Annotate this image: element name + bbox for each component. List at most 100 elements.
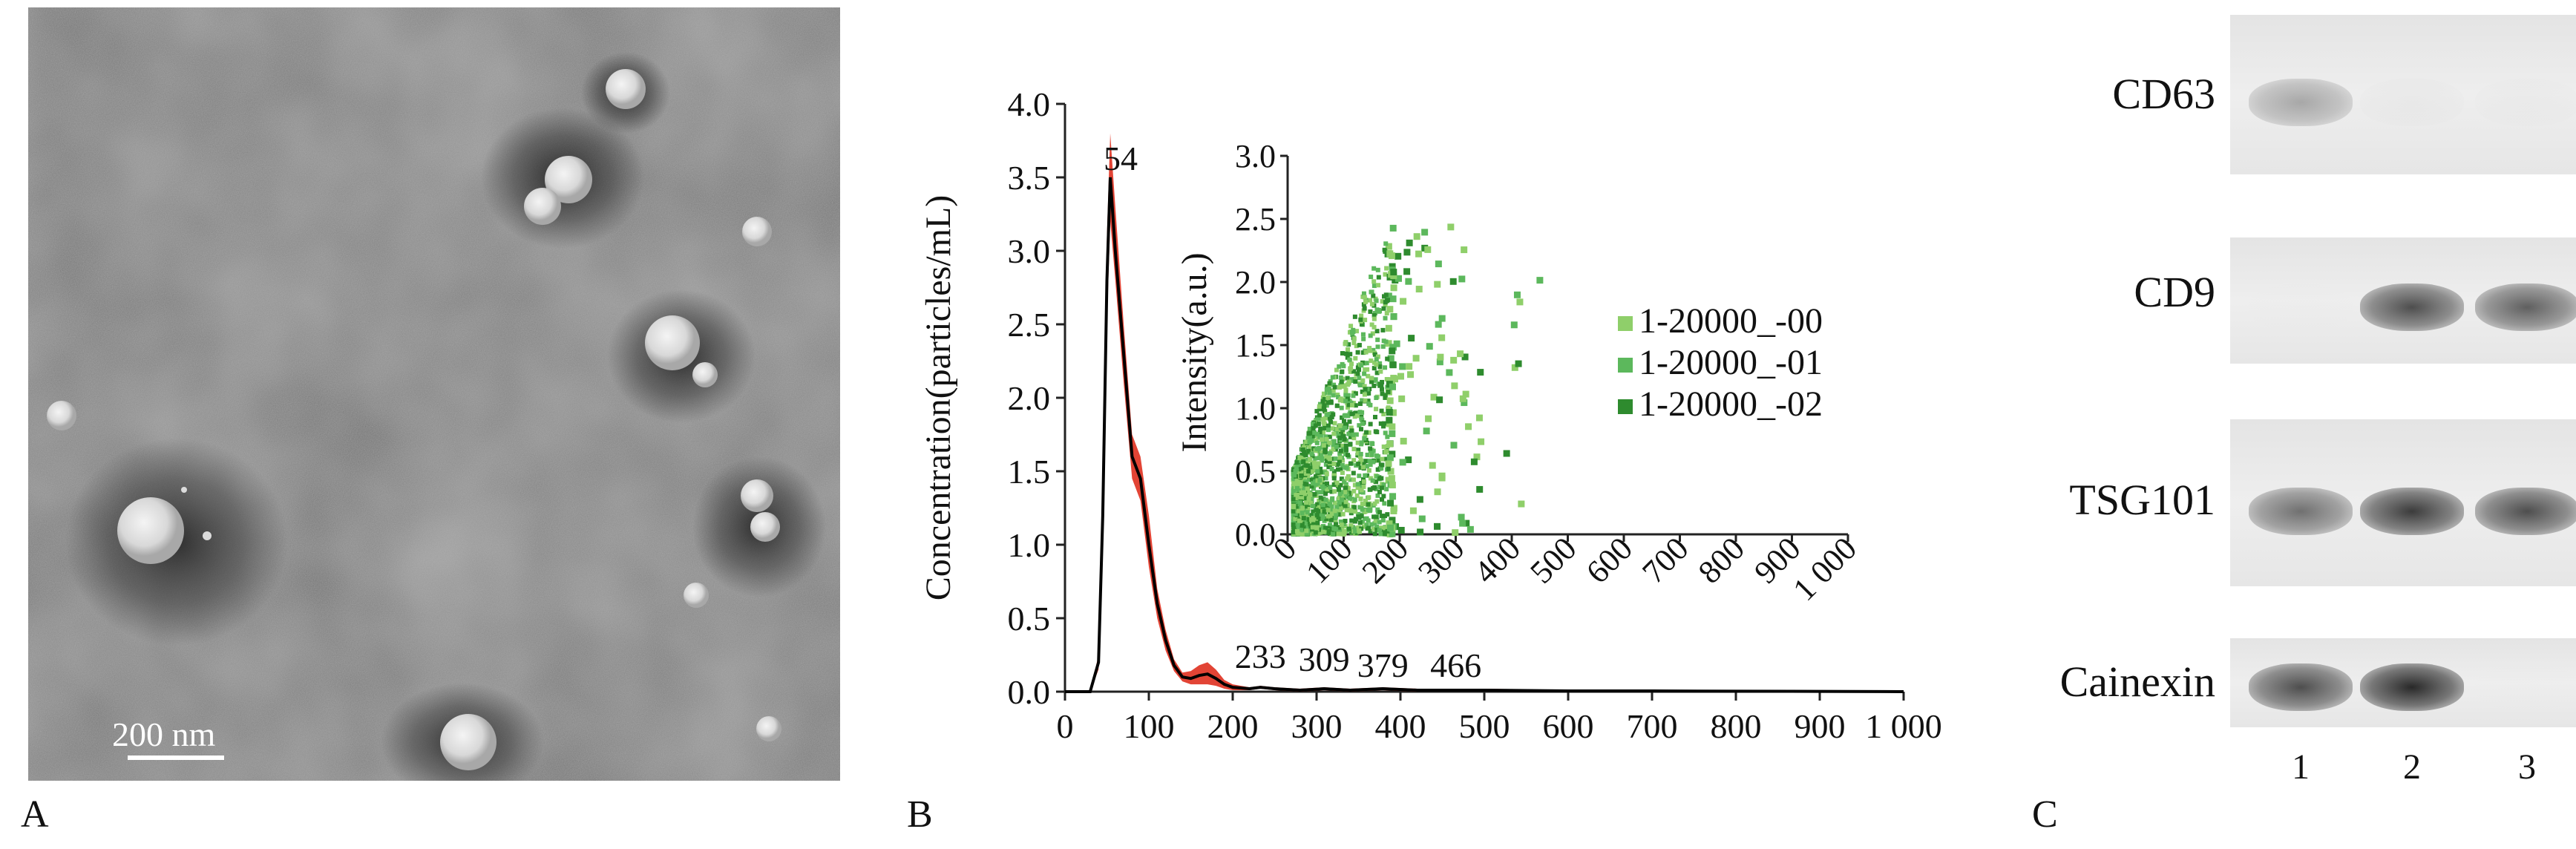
scatter-point: [1417, 528, 1424, 536]
scatter-point: [1351, 477, 1356, 482]
scatter-point: [1330, 426, 1335, 431]
scatter-point: [1390, 312, 1397, 320]
scatter-point: [1338, 429, 1343, 434]
scatter-point: [1403, 249, 1411, 256]
tem-micrograph: 200 nm: [28, 7, 840, 802]
scale-bar-label: 200 nm: [112, 715, 216, 753]
scatter-point: [1319, 490, 1324, 495]
scatter-point: [1300, 453, 1305, 458]
blot-band: [2360, 79, 2464, 127]
scatter-point: [1351, 376, 1357, 381]
scatter-point: [1318, 470, 1323, 475]
scatter-point: [1306, 448, 1311, 453]
scatter-point: [1346, 453, 1351, 458]
blot-strip-cd63: [2230, 15, 2576, 174]
scatter-point: [1303, 467, 1308, 472]
scatter-point: [1438, 472, 1446, 479]
y-tick-label: 0.5: [1008, 600, 1051, 637]
scatter-point: [1452, 529, 1459, 537]
scatter-point: [1459, 395, 1466, 402]
scatter-point: [1371, 514, 1377, 519]
scatter-point: [1337, 435, 1343, 440]
scatter-point: [1389, 517, 1396, 524]
scatter-point: [1371, 324, 1377, 330]
scatter-point: [1394, 252, 1402, 260]
scatter-point: [1341, 399, 1346, 404]
scatter-point: [1328, 411, 1333, 416]
scatter-point: [1437, 353, 1444, 361]
scatter-point: [1403, 268, 1411, 275]
blot-strip-tsg101: [2230, 419, 2576, 586]
scatter-point: [1311, 438, 1317, 443]
scatter-point: [1383, 456, 1388, 462]
scatter-point: [1362, 306, 1367, 311]
scatter-point: [1397, 526, 1405, 534]
scatter-point: [1331, 442, 1336, 448]
scatter-point: [1301, 478, 1306, 483]
scatter-point: [1302, 450, 1307, 455]
legend-swatch: [1618, 358, 1633, 373]
scatter-point: [1334, 429, 1339, 434]
scatter-point: [1342, 529, 1347, 534]
scatter-point: [1323, 425, 1328, 430]
scatter-point: [1383, 302, 1388, 307]
scatter-point: [1346, 431, 1351, 436]
scatter-point: [1381, 494, 1386, 499]
scatter-point: [1332, 421, 1337, 426]
scatter-point: [1385, 460, 1392, 468]
scatter-point: [1359, 313, 1364, 318]
scatter-point: [1363, 398, 1368, 403]
scatter-point: [1426, 343, 1433, 350]
scatter-point: [1297, 518, 1302, 523]
scatter-point: [1343, 524, 1348, 529]
scatter-point: [1368, 528, 1373, 534]
scatter-point: [1366, 430, 1371, 435]
scatter-point: [1308, 500, 1314, 505]
scatter-point: [1323, 416, 1328, 421]
scatter-point: [1331, 388, 1336, 393]
scatter-point: [1389, 430, 1396, 437]
scatter-point: [1351, 432, 1356, 437]
scatter-point: [1358, 496, 1363, 502]
scatter-point: [1377, 528, 1382, 533]
scatter-point: [1324, 436, 1329, 442]
scatter-point: [1331, 482, 1337, 487]
scatter-point: [1353, 528, 1358, 534]
scatter-point: [1324, 454, 1329, 459]
scatter-point: [1386, 416, 1393, 424]
scatter-point: [1477, 369, 1484, 376]
inset-y-tick-label: 2.5: [1235, 201, 1276, 237]
y-tick-label: 0.0: [1008, 673, 1051, 711]
scatter-point: [1510, 321, 1518, 329]
scatter-point: [1325, 427, 1331, 433]
scatter-point: [1377, 489, 1382, 494]
scatter-point: [1299, 528, 1304, 533]
scatter-point: [1374, 479, 1379, 485]
scatter-point: [1362, 509, 1367, 514]
scatter-point: [1365, 452, 1370, 457]
scatter-point: [1352, 519, 1357, 524]
scatter-point: [1373, 377, 1378, 382]
scatter-point: [1511, 364, 1518, 371]
scatter-point: [1338, 482, 1343, 488]
scatter-point: [1351, 341, 1357, 346]
scatter-point: [1447, 223, 1455, 231]
scatter-point: [1363, 498, 1369, 503]
scatter-point: [1323, 399, 1328, 404]
y-tick-label: 2.5: [1008, 306, 1051, 344]
scatter-point: [1375, 337, 1380, 342]
scatter-point: [1390, 507, 1397, 514]
scatter-point: [1325, 508, 1331, 513]
panel-letter-c: C: [2032, 793, 2058, 836]
scatter-point: [1310, 525, 1315, 530]
x-tick-label: 600: [1543, 707, 1594, 745]
scatter-point: [1302, 496, 1308, 501]
scatter-point: [1385, 243, 1392, 250]
scatter-point: [1365, 367, 1370, 372]
scatter-point: [1337, 455, 1343, 460]
scatter-point: [1386, 397, 1394, 404]
scatter-point: [1339, 432, 1344, 437]
scatter-point: [1329, 489, 1334, 494]
scatter-point: [1337, 512, 1342, 517]
scatter-point: [1367, 346, 1372, 351]
